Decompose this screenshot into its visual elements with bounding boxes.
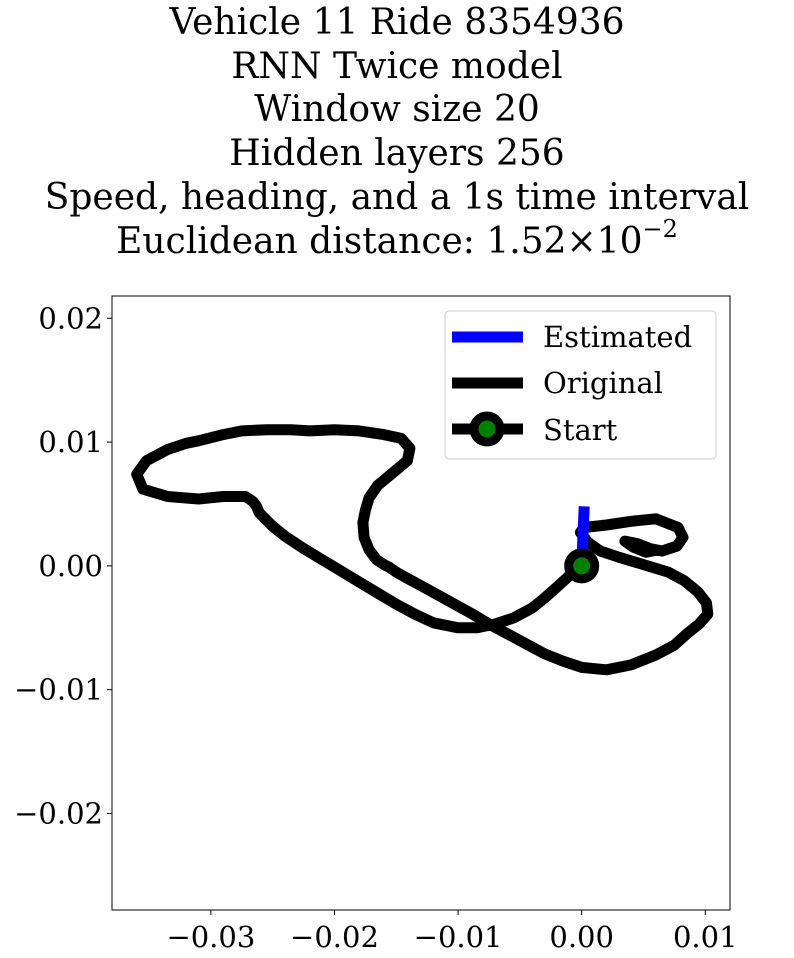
y-tick-label: −0.01 (14, 673, 103, 707)
x-axis: −0.03 −0.02 −0.01 0.00 0.01 (166, 910, 738, 954)
x-tick-label: −0.02 (290, 920, 379, 954)
legend-marker-start (469, 411, 505, 447)
legend-label-start: Start (543, 413, 618, 447)
title-line-ride: Vehicle 11 Ride 8354936 (169, 2, 625, 43)
legend-label-original: Original (543, 366, 663, 400)
y-axis: 0.02 0.01 0.00 −0.01 −0.02 (14, 301, 112, 830)
metric-exponent: −2 (642, 214, 678, 243)
y-tick-label: −0.02 (14, 796, 103, 830)
title-line-model: RNN Twice model (231, 45, 563, 87)
title-line-features: Speed, heading, and a 1s time interval (44, 176, 750, 218)
x-tick-label: 0.01 (673, 920, 738, 954)
metric-times: × (566, 220, 597, 262)
x-tick-label: 0.00 (549, 920, 614, 954)
metric-base: 10 (596, 220, 643, 262)
plot-frame (111, 295, 731, 911)
title-line-hidden: Hidden layers 256 (229, 133, 565, 175)
metric-prefix: Euclidean distance: 1.52 (116, 220, 567, 262)
x-tick-label: −0.01 (414, 920, 503, 954)
y-tick-label: 0.02 (38, 301, 103, 335)
legend: Estimated Original Start (444, 310, 717, 460)
title-line-metric: Euclidean distance: 1.52×10−2 (0, 217, 794, 264)
chart-title: Vehicle 11 Ride 8354936 RNN Twice model … (0, 0, 794, 263)
title-line-window: Window size 20 (254, 89, 540, 131)
y-tick-label: 0.00 (38, 549, 103, 583)
y-tick-label: 0.01 (38, 425, 103, 459)
x-tick-label: −0.03 (166, 920, 255, 954)
legend-box (444, 310, 717, 460)
legend-label-estimated: Estimated (543, 320, 692, 354)
series-start-marker (564, 548, 600, 584)
plot-lines (131, 424, 714, 676)
series-original-line (131, 424, 714, 676)
